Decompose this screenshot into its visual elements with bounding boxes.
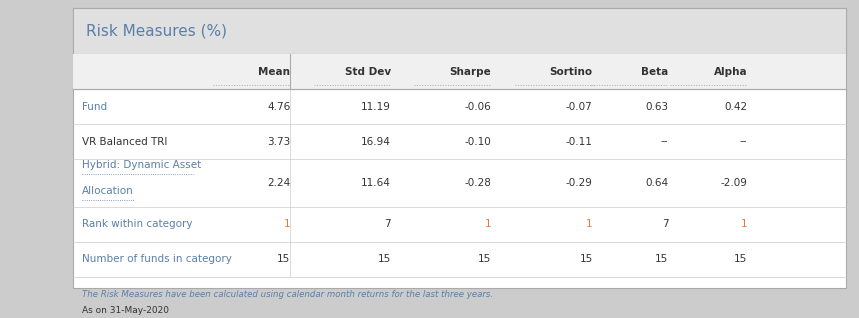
Text: Rank within category: Rank within category bbox=[82, 219, 192, 229]
Text: 2.24: 2.24 bbox=[267, 178, 290, 188]
Text: VR Balanced TRI: VR Balanced TRI bbox=[82, 136, 167, 147]
Text: Fund: Fund bbox=[82, 101, 107, 112]
Text: 1: 1 bbox=[484, 219, 491, 229]
Text: Beta: Beta bbox=[641, 66, 668, 77]
Text: Sortino: Sortino bbox=[550, 66, 593, 77]
Text: 11.19: 11.19 bbox=[361, 101, 391, 112]
Text: 3.73: 3.73 bbox=[267, 136, 290, 147]
Text: Std Dev: Std Dev bbox=[344, 66, 391, 77]
Text: 15: 15 bbox=[655, 254, 668, 264]
Text: -0.29: -0.29 bbox=[566, 178, 593, 188]
Text: -0.06: -0.06 bbox=[465, 101, 491, 112]
Text: 15: 15 bbox=[734, 254, 747, 264]
Text: --: -- bbox=[740, 136, 747, 147]
FancyBboxPatch shape bbox=[73, 54, 846, 89]
Text: 16.94: 16.94 bbox=[361, 136, 391, 147]
Text: -0.28: -0.28 bbox=[465, 178, 491, 188]
Text: 15: 15 bbox=[378, 254, 391, 264]
Text: 0.64: 0.64 bbox=[645, 178, 668, 188]
Text: 15: 15 bbox=[478, 254, 491, 264]
FancyBboxPatch shape bbox=[73, 8, 846, 54]
Text: Alpha: Alpha bbox=[714, 66, 747, 77]
Text: 7: 7 bbox=[384, 219, 391, 229]
Text: 15: 15 bbox=[277, 254, 290, 264]
Text: 0.42: 0.42 bbox=[724, 101, 747, 112]
Text: Allocation: Allocation bbox=[82, 186, 133, 196]
Text: Risk Measures (%): Risk Measures (%) bbox=[86, 24, 227, 38]
Text: 15: 15 bbox=[580, 254, 593, 264]
Text: The Risk Measures have been calculated using calendar month returns for the last: The Risk Measures have been calculated u… bbox=[82, 290, 493, 299]
Text: 1: 1 bbox=[586, 219, 593, 229]
Text: 11.64: 11.64 bbox=[361, 178, 391, 188]
Text: -0.11: -0.11 bbox=[566, 136, 593, 147]
Text: --: -- bbox=[661, 136, 668, 147]
Text: 7: 7 bbox=[661, 219, 668, 229]
Text: As on 31-May-2020: As on 31-May-2020 bbox=[82, 306, 168, 315]
Text: -0.07: -0.07 bbox=[566, 101, 593, 112]
Text: Sharpe: Sharpe bbox=[449, 66, 491, 77]
Text: 4.76: 4.76 bbox=[267, 101, 290, 112]
Text: -0.10: -0.10 bbox=[465, 136, 491, 147]
Text: 1: 1 bbox=[283, 219, 290, 229]
Text: -2.09: -2.09 bbox=[721, 178, 747, 188]
Text: Mean: Mean bbox=[259, 66, 290, 77]
FancyBboxPatch shape bbox=[73, 8, 846, 288]
Text: Hybrid: Dynamic Asset: Hybrid: Dynamic Asset bbox=[82, 160, 201, 170]
Text: 0.63: 0.63 bbox=[645, 101, 668, 112]
Text: Number of funds in category: Number of funds in category bbox=[82, 254, 231, 264]
Text: 1: 1 bbox=[740, 219, 747, 229]
